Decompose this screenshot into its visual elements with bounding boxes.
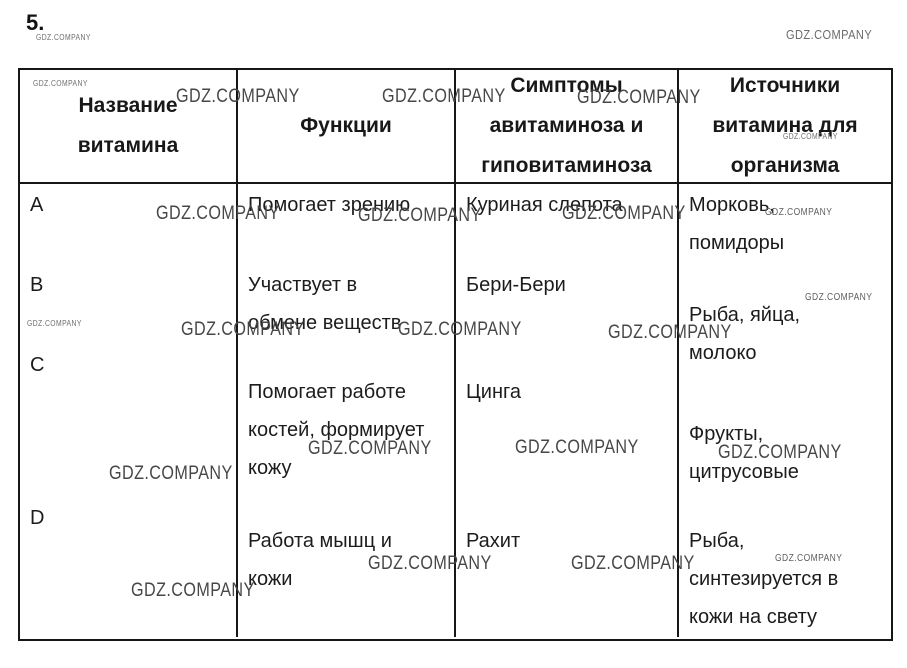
vitamin-letter: C	[30, 354, 45, 376]
header-line: Функции	[300, 114, 392, 137]
header-line: гиповитаминоза	[481, 154, 652, 177]
page-number: 5.	[26, 10, 45, 35]
cell-source-c: Фрукты, цитрусовые	[679, 344, 891, 497]
cell-function-a: Помогает зрению	[238, 184, 454, 264]
cell-text: цитрусовые	[689, 461, 799, 483]
cell-text: молоко	[689, 342, 757, 364]
header-functions: Функции	[236, 70, 454, 182]
cell-text: обмене веществ	[248, 312, 402, 334]
cell-text: кожу	[248, 457, 292, 479]
vitamin-letter: D	[30, 507, 45, 529]
cell-text: Рыба, яйца,	[689, 304, 801, 326]
column-vitamin-name: A B C D	[20, 184, 236, 637]
cell-symptom-d: Рахит	[456, 497, 677, 637]
column-functions: Помогает зрению Участвует в обмене вещес…	[236, 184, 454, 637]
cell-text: Морковь,	[689, 194, 775, 216]
header-line: витамина	[77, 134, 179, 157]
cell-source-b: Рыба, яйца, молоко	[679, 264, 891, 364]
vitamin-letter: A	[30, 194, 44, 216]
header-line: Источники	[729, 74, 841, 97]
cell-text: Помогает зрению	[248, 194, 411, 216]
header-line: Симптомы	[510, 74, 623, 97]
cell-function-c: Помогает работе костей, формирует кожу	[238, 344, 454, 497]
cell-text: кожи на свету	[689, 606, 817, 628]
header-symptoms: Симптомы авитаминоза и гиповитаминоза	[454, 70, 677, 182]
cell-text: Рахит	[466, 530, 521, 552]
cell-vitamin-b: B	[20, 264, 236, 344]
cell-text: Рыба,	[689, 530, 745, 552]
cell-text: Участвует в	[248, 274, 358, 296]
cell-function-b: Участвует в обмене веществ	[238, 264, 454, 344]
cell-text: Цинга	[466, 381, 521, 403]
cell-symptom-b: Бери-Бери	[456, 264, 677, 344]
cell-vitamin-c: C	[20, 344, 236, 497]
cell-source-d: Рыба, синтезируется в кожи на свету	[679, 497, 891, 637]
cell-vitamin-d: D	[20, 497, 236, 637]
column-symptoms: Куриная слепота Бери-Бери Цинга Рахит	[454, 184, 677, 637]
column-sources: Морковь, помидоры Рыба, яйца, молоко Фру…	[677, 184, 891, 637]
table-body: A B C D Помогает зрению Участвует в	[20, 184, 891, 637]
cell-text: костей, формирует	[248, 419, 425, 441]
header-vitamin-name: Название витамина	[20, 70, 236, 182]
cell-text: Помогает работе	[248, 381, 406, 403]
cell-symptom-c: Цинга	[456, 344, 677, 497]
cell-text: Бери-Бери	[466, 274, 566, 296]
header-line: Название	[78, 94, 178, 117]
cell-source-a: Морковь, помидоры	[679, 184, 891, 264]
vitamin-table: Название витамина Функции Симптомы авита…	[18, 68, 893, 641]
header-line: организма	[730, 154, 840, 177]
vitamin-letter: B	[30, 274, 44, 296]
cell-function-d: Работа мышц и кожи	[238, 497, 454, 637]
cell-text: Фрукты,	[689, 423, 764, 445]
table-header-row: Название витамина Функции Симптомы авита…	[20, 70, 891, 184]
cell-symptom-a: Куриная слепота	[456, 184, 677, 264]
header-line: витамина для	[712, 114, 858, 137]
header-sources: Источники витамина для организма	[677, 70, 891, 182]
cell-text: помидоры	[689, 232, 785, 254]
cell-vitamin-a: A	[20, 184, 236, 264]
cell-text: Куриная слепота	[466, 194, 623, 216]
header-line: авитаминоза и	[489, 114, 644, 137]
cell-text: кожи	[248, 568, 293, 590]
watermark: GDZ.COMPANY	[786, 27, 873, 42]
cell-text: Работа мышц и	[248, 530, 392, 552]
cell-text: синтезируется в	[689, 568, 839, 590]
